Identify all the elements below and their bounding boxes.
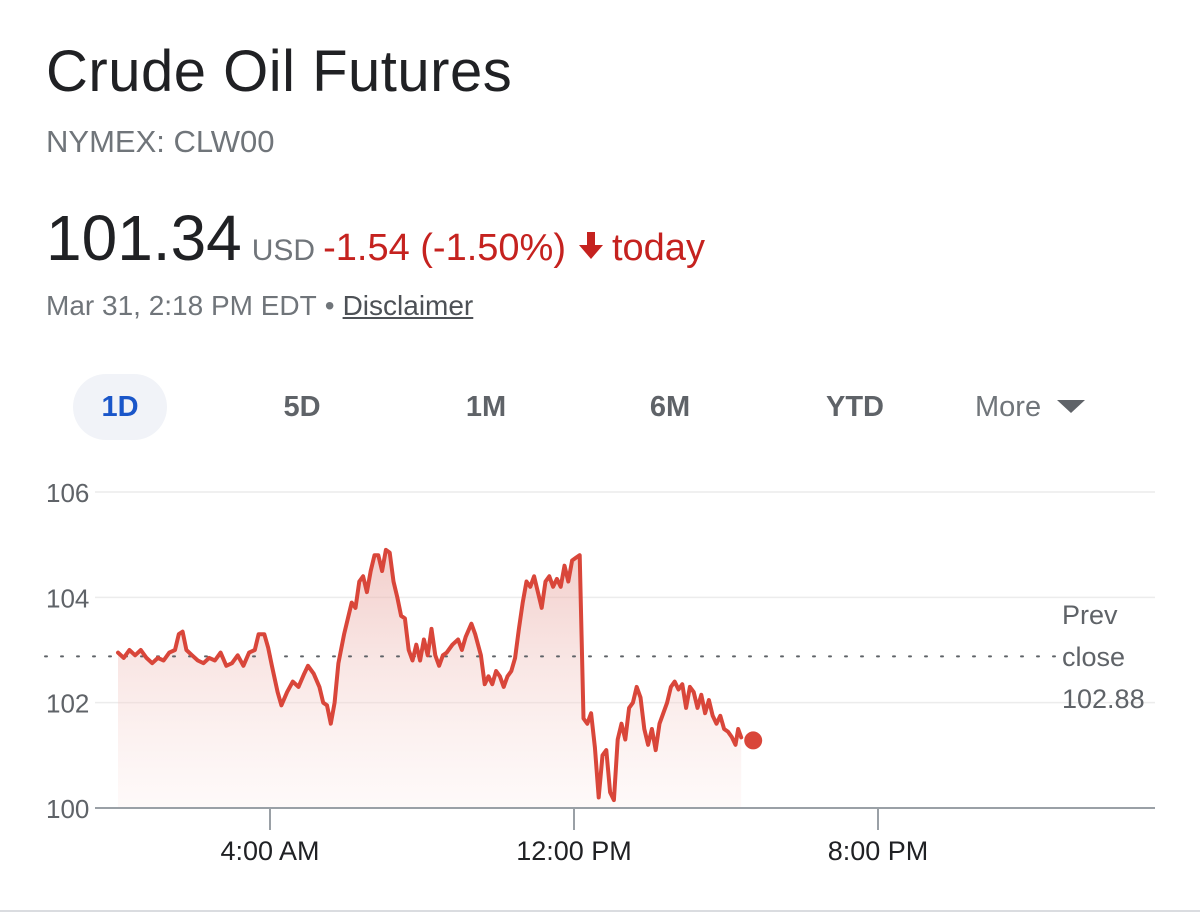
y-tick-label-100: 100: [46, 794, 89, 824]
range-selector: 1D 5D 1M 6M YTD More: [0, 374, 1200, 442]
quote-meta: Mar 31, 2:18 PM EDT • Disclaimer: [46, 288, 473, 324]
price-area-fill: [118, 549, 742, 808]
y-tick-label-102: 102: [46, 689, 89, 719]
x-tick-label-4: 4:00 AM: [220, 836, 319, 866]
range-more-label: More: [975, 391, 1042, 423]
y-tick-label-106: 106: [46, 478, 89, 508]
page-title: Crude Oil Futures: [46, 39, 513, 104]
x-tick-label-12: 12:00 PM: [516, 836, 632, 866]
price-line: [116, 547, 744, 803]
prev-close-label-1: close: [1062, 642, 1125, 672]
down-arrow-icon: [578, 230, 604, 260]
range-tab-1d[interactable]: 1D: [73, 374, 167, 440]
range-tab-6m[interactable]: 6M: [649, 391, 691, 423]
prev-close-label-0: Prev: [1062, 600, 1118, 630]
y-tick-label-104: 104: [46, 583, 89, 613]
last-price-marker: [744, 731, 763, 750]
price-row: 101.34 USD -1.54 (-1.50%) today: [46, 198, 705, 278]
range-tab-1m[interactable]: 1M: [465, 391, 507, 423]
current-price: 101.34: [46, 202, 242, 274]
change-period: today: [611, 227, 705, 269]
quote-timestamp: Mar 31, 2:18 PM EDT: [46, 290, 317, 321]
range-more-button[interactable]: More: [975, 374, 1115, 440]
currency-label: USD: [251, 234, 316, 267]
ticker-symbol: NYMEX: CLW00: [46, 124, 275, 159]
range-tab-ytd[interactable]: YTD: [826, 391, 884, 423]
caret-down-icon: [1057, 399, 1086, 413]
price-change: -1.54 (-1.50%): [323, 227, 566, 269]
bottom-divider: [0, 910, 1200, 912]
x-tick-label-20: 8:00 PM: [828, 836, 929, 866]
range-tab-5d[interactable]: 5D: [283, 391, 321, 423]
prev-close-value: 102.88: [1062, 684, 1145, 714]
disclaimer-link[interactable]: Disclaimer: [342, 290, 474, 321]
meta-separator: •: [324, 290, 335, 321]
